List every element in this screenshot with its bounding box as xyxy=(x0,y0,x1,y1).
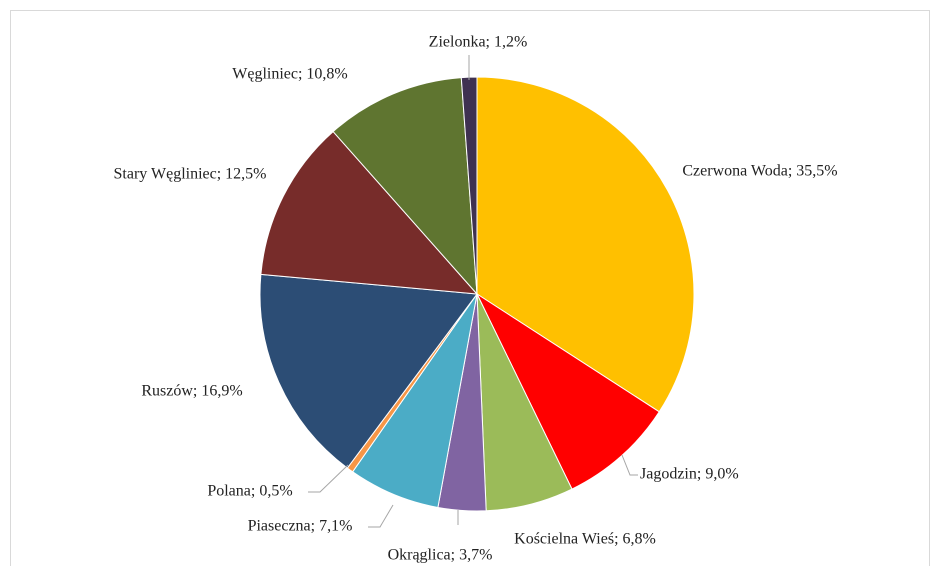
leader-line xyxy=(308,464,349,493)
pie-slice xyxy=(476,76,695,413)
pie-slice xyxy=(332,77,478,296)
data-label: Jagodzin; 9,0% xyxy=(640,466,739,483)
data-label: Okrąglica; 3,7% xyxy=(388,547,493,564)
data-label: Ruszów; 16,9% xyxy=(141,383,242,400)
pie-slice xyxy=(260,130,479,295)
data-label: Polana; 0,5% xyxy=(207,483,292,500)
data-label: Zielonka; 1,2% xyxy=(429,34,528,51)
data-label: Węgliniec; 10,8% xyxy=(232,66,348,83)
leader-line xyxy=(621,454,638,476)
data-label: Czerwona Woda; 35,5% xyxy=(682,163,837,180)
pie-slice xyxy=(259,273,478,469)
data-label: Kościelna Wieś; 6,8% xyxy=(514,531,656,548)
leader-line xyxy=(368,504,394,528)
pie-slice xyxy=(475,292,660,490)
chart-frame xyxy=(10,10,930,566)
data-label: Piaseczna; 7,1% xyxy=(248,518,353,535)
data-label: Stary Węgliniec; 12,5% xyxy=(114,166,267,183)
